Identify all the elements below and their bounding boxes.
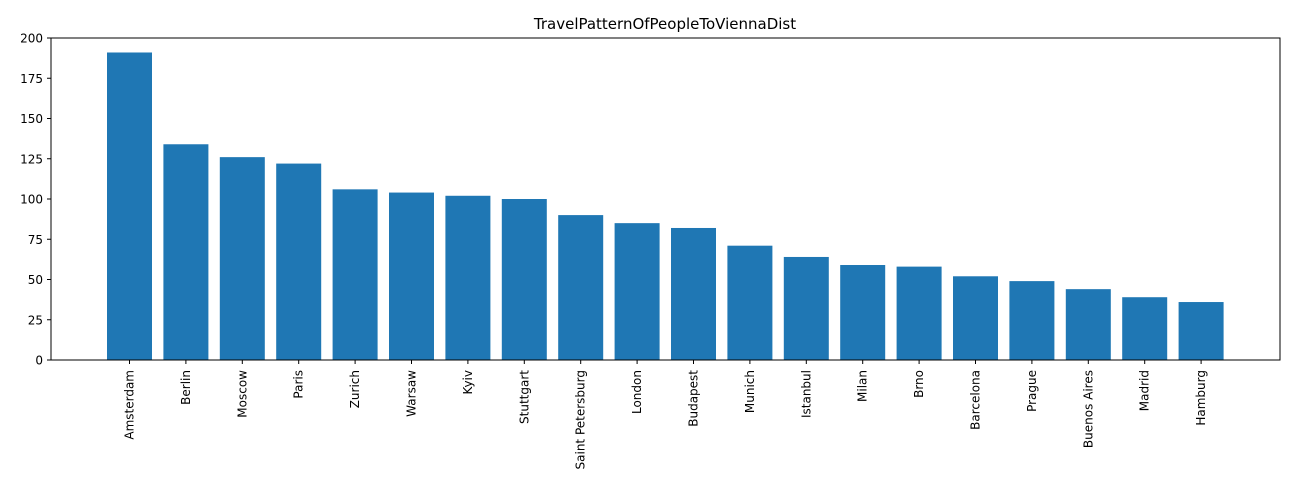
x-tick-label: Saint Petersburg [574, 370, 588, 469]
bar-budapest [671, 227, 716, 360]
bar-buenos-aires [1065, 289, 1111, 360]
bar-prague [1009, 281, 1055, 360]
bar-zurich [332, 189, 378, 360]
x-axis: Amsterdam Berlin Moscow Paris Zurich Warsaw Ky… [123, 360, 1208, 469]
bar-milan [840, 265, 886, 360]
x-tick-label: London [630, 370, 644, 414]
y-tick-label: 150 [20, 112, 43, 126]
bar-kyiv [445, 195, 491, 360]
x-tick-label: Munich [743, 370, 757, 413]
x-tick-label: Stuttgart [517, 370, 531, 424]
x-tick-label: Kyiv [461, 370, 475, 395]
y-tick-label: 25 [28, 313, 43, 327]
x-tick-label: Milan [856, 370, 870, 402]
bars-group [107, 52, 1224, 361]
x-tick-label: Brno [912, 370, 926, 398]
bar-istanbul [783, 256, 829, 360]
x-tick-label: Barcelona [969, 370, 983, 430]
bar-hamburg [1178, 302, 1224, 360]
y-tick-label: 75 [28, 233, 43, 247]
x-tick-label: Prague [1025, 370, 1039, 412]
bar-berlin [163, 144, 209, 360]
x-tick-label: Budapest [687, 370, 701, 427]
x-tick-label: Paris [292, 370, 306, 399]
y-tick-label: 125 [20, 152, 43, 166]
bar-warsaw [389, 192, 434, 360]
y-axis: 0 25 50 75 100 125 150 175 200 [20, 32, 51, 368]
x-tick-label: Zurich [348, 370, 362, 408]
x-tick-label: Warsaw [405, 370, 419, 417]
bar-moscow [219, 157, 265, 360]
bar-barcelona [953, 276, 998, 360]
bar-brno [896, 266, 942, 360]
x-tick-label: Amsterdam [123, 370, 137, 440]
x-tick-label: Moscow [235, 370, 249, 418]
bar-paris [276, 163, 322, 360]
bar-stuttgart [501, 199, 547, 360]
x-tick-label: Istanbul [799, 370, 813, 418]
y-tick-label: 50 [28, 273, 43, 287]
bar-saint-petersburg [558, 215, 604, 360]
bar-munich [727, 245, 773, 360]
chart-title: TravelPatternOfPeopleToViennaDist [533, 15, 796, 33]
y-tick-label: 175 [20, 72, 43, 86]
y-tick-label: 0 [35, 354, 43, 368]
x-tick-label: Madrid [1138, 370, 1152, 411]
bar-madrid [1122, 297, 1168, 360]
x-tick-label: Hamburg [1194, 370, 1208, 426]
y-tick-label: 200 [20, 32, 43, 46]
plot-frame [50, 37, 1281, 361]
x-tick-label: Berlin [179, 370, 193, 405]
y-tick-label: 100 [20, 193, 43, 207]
bar-london [614, 223, 660, 360]
bar-amsterdam [107, 52, 152, 361]
x-tick-label: Buenos Aires [1081, 370, 1095, 448]
